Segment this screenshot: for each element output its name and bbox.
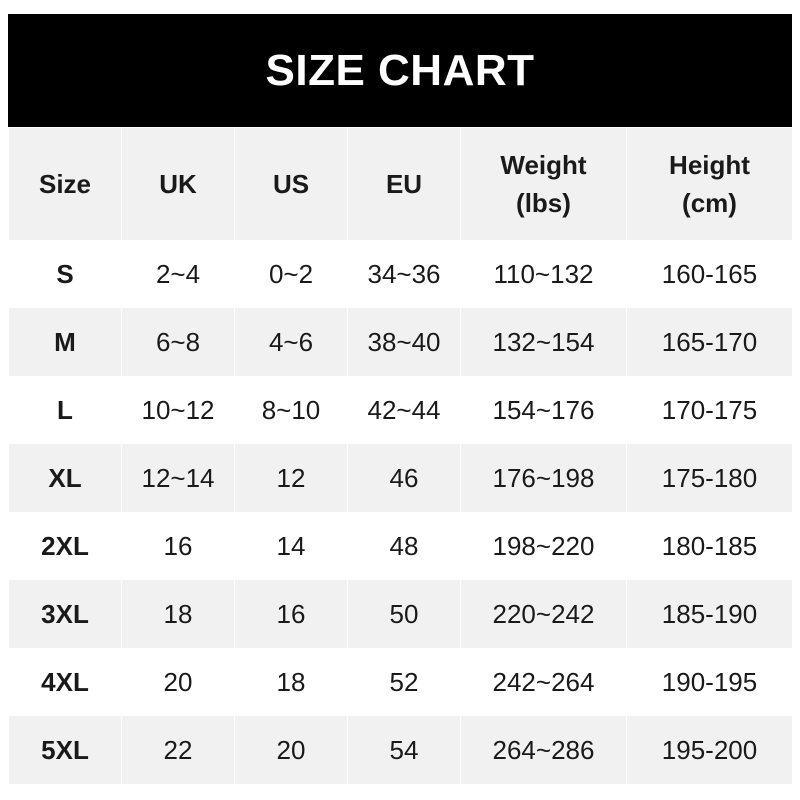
cell-height: 180-185 <box>626 512 793 580</box>
header-us-label: US <box>272 169 310 199</box>
header-eu-label: EU <box>385 169 423 199</box>
header-us: US <box>234 128 348 240</box>
header-uk: UK <box>121 128 235 240</box>
cell-us: 14 <box>234 512 348 580</box>
cell-size: XL <box>8 444 122 512</box>
table-row: 3XL 18 16 50 220~242 185-190 <box>8 580 793 648</box>
cell-eu: 52 <box>347 648 461 716</box>
size-chart-title: SIZE CHART <box>8 14 792 127</box>
cell-weight: 154~176 <box>460 376 627 444</box>
cell-size: 5XL <box>8 716 122 784</box>
cell-size: 3XL <box>8 580 122 648</box>
cell-size: L <box>8 376 122 444</box>
table-row: 5XL 22 20 54 264~286 195-200 <box>8 716 793 784</box>
header-weight-label: Weight <box>500 150 587 180</box>
cell-height: 170-175 <box>626 376 793 444</box>
cell-eu: 48 <box>347 512 461 580</box>
cell-eu: 46 <box>347 444 461 512</box>
cell-uk: 12~14 <box>121 444 235 512</box>
cell-size: 4XL <box>8 648 122 716</box>
table-row: M 6~8 4~6 38~40 132~154 165-170 <box>8 308 793 376</box>
cell-us: 0~2 <box>234 240 348 308</box>
cell-uk: 18 <box>121 580 235 648</box>
cell-eu: 50 <box>347 580 461 648</box>
cell-us: 16 <box>234 580 348 648</box>
cell-uk: 20 <box>121 648 235 716</box>
cell-eu: 42~44 <box>347 376 461 444</box>
table-row: 4XL 20 18 52 242~264 190-195 <box>8 648 793 716</box>
header-size: Size <box>8 128 122 240</box>
cell-size: M <box>8 308 122 376</box>
cell-uk: 10~12 <box>121 376 235 444</box>
table-row: S 2~4 0~2 34~36 110~132 160-165 <box>8 240 793 308</box>
table-row: L 10~12 8~10 42~44 154~176 170-175 <box>8 376 793 444</box>
cell-weight: 198~220 <box>460 512 627 580</box>
header-height-unit: (cm) <box>682 188 737 218</box>
cell-height: 195-200 <box>626 716 793 784</box>
cell-uk: 22 <box>121 716 235 784</box>
table-row: 2XL 16 14 48 198~220 180-185 <box>8 512 793 580</box>
header-row: Size UK US EU Weight (lbs) Height (cm) <box>8 128 793 240</box>
cell-size: 2XL <box>8 512 122 580</box>
header-height: Height (cm) <box>626 128 793 240</box>
cell-us: 20 <box>234 716 348 784</box>
cell-size: S <box>8 240 122 308</box>
cell-weight: 220~242 <box>460 580 627 648</box>
header-size-label: Size <box>38 169 92 199</box>
header-height-label: Height <box>669 150 750 180</box>
cell-uk: 6~8 <box>121 308 235 376</box>
cell-weight: 264~286 <box>460 716 627 784</box>
cell-us: 18 <box>234 648 348 716</box>
cell-weight: 176~198 <box>460 444 627 512</box>
cell-us: 8~10 <box>234 376 348 444</box>
cell-uk: 16 <box>121 512 235 580</box>
cell-uk: 2~4 <box>121 240 235 308</box>
cell-height: 160-165 <box>626 240 793 308</box>
cell-weight: 242~264 <box>460 648 627 716</box>
cell-eu: 34~36 <box>347 240 461 308</box>
cell-height: 185-190 <box>626 580 793 648</box>
cell-weight: 132~154 <box>460 308 627 376</box>
header-weight-unit: (lbs) <box>516 188 571 218</box>
cell-weight: 110~132 <box>460 240 627 308</box>
cell-height: 175-180 <box>626 444 793 512</box>
cell-height: 165-170 <box>626 308 793 376</box>
table-row: XL 12~14 12 46 176~198 175-180 <box>8 444 793 512</box>
header-uk-label: UK <box>159 169 197 199</box>
size-chart-table: Size UK US EU Weight (lbs) Height (cm) S 2~4 0~2 3… <box>8 128 793 784</box>
cell-eu: 38~40 <box>347 308 461 376</box>
cell-us: 12 <box>234 444 348 512</box>
cell-eu: 54 <box>347 716 461 784</box>
cell-height: 190-195 <box>626 648 793 716</box>
header-eu: EU <box>347 128 461 240</box>
cell-us: 4~6 <box>234 308 348 376</box>
header-weight: Weight (lbs) <box>460 128 627 240</box>
